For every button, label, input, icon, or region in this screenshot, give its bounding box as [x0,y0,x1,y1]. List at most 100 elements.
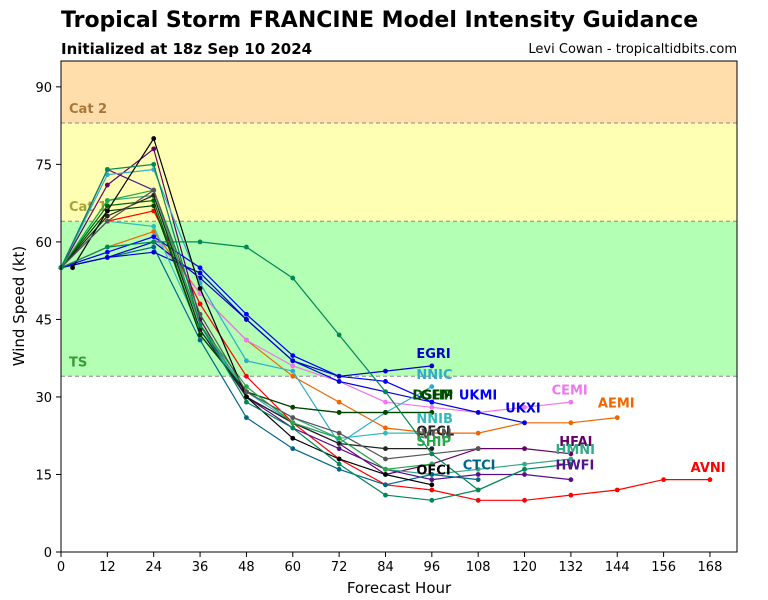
data-point [568,456,574,462]
data-point [568,461,574,467]
data-point [197,332,203,338]
series-line [60,194,571,476]
data-point [475,477,481,483]
series-line [60,168,571,481]
data-point [151,187,157,193]
data-point [383,368,388,374]
data-point [522,466,527,472]
data-point [197,265,203,271]
data-point [336,456,342,462]
data-point [244,373,249,379]
series-ship [58,187,435,472]
x-axis-label: Forecast Hour [347,579,452,597]
data-point [475,410,481,415]
band-label: TS [69,355,87,370]
data-point [429,446,435,452]
x-tick-label: 156 [651,560,676,575]
data-point [336,446,342,452]
x-tick-label: 36 [192,560,209,575]
data-point [568,399,574,405]
model-label-aemi: AEMI [598,396,635,411]
data-point [104,249,110,255]
data-point [104,255,110,260]
data-point [475,466,481,472]
data-point [475,472,481,477]
data-point [244,358,249,364]
data-point [197,239,203,245]
data-point [429,451,435,457]
model-label-hwfi: HWFI [555,458,594,473]
chart-credit: Levi Cowan - tropicaltidbits.com [528,42,737,57]
data-point [336,332,342,338]
data-point [429,363,435,369]
data-point [336,410,342,415]
data-point [429,487,435,493]
data-point [429,472,435,477]
data-point [104,218,110,224]
data-point [290,358,296,364]
data-point [383,466,388,472]
data-point [522,461,527,467]
data-point [383,446,388,452]
data-point [244,399,249,405]
data-point [336,399,342,405]
data-point [104,203,110,209]
x-tick-label: 60 [284,560,301,575]
data-point [707,477,713,483]
model-label-ivcn: IVCN [416,427,451,442]
model-label-hmni: HMNI [555,443,595,458]
data-point [429,384,435,390]
model-label-egri: EGRI [416,347,450,362]
model-label-dshp: DSHP [413,389,454,404]
x-tick-label: 120 [512,560,537,575]
series-ofci [70,136,435,488]
data-point [244,244,249,250]
data-point [475,430,481,436]
data-point [661,477,667,483]
data-point [614,487,620,493]
series-unlabeled-18 [58,239,527,493]
data-point [151,146,157,152]
data-point [336,373,342,379]
data-point [429,497,435,503]
x-tick-label: 12 [99,560,116,575]
data-point [290,425,296,431]
data-point [197,301,203,307]
data-point [336,435,342,441]
data-point [151,239,157,245]
data-point [429,404,435,410]
data-point [244,384,249,390]
model-label-hfai: HFAI [559,435,592,450]
data-point [290,353,296,358]
x-tick-label: 168 [698,560,723,575]
data-point [104,208,110,214]
data-point [383,456,388,462]
data-point [197,322,203,327]
data-point [104,167,110,172]
chart-subtitle: Initialized at 18z Sep 10 2024 [61,40,313,58]
data-point [383,430,388,436]
model-label-cemi: CEMI [552,383,588,398]
data-point [568,492,574,498]
data-point [290,404,296,410]
y-tick-label: 45 [35,313,52,328]
data-point [336,441,342,446]
data-point [151,234,157,240]
model-label-nnib: NNIB [416,412,453,427]
data-point [336,461,342,467]
data-point [151,203,157,209]
y-axis-label: Wind Speed (kt) [10,246,28,367]
model-label-ship: SHIP [416,435,451,450]
chart-title: Tropical Storm FRANCINE Model Intensity … [61,8,699,33]
y-tick-label: 60 [35,236,52,251]
data-point [522,472,527,477]
data-point [244,394,249,400]
plot-frame [60,60,738,553]
y-tick-label: 30 [35,391,52,406]
data-point [383,399,388,405]
data-point [429,430,435,436]
data-point [429,410,435,415]
data-point [429,461,435,467]
data-point [290,420,296,426]
x-tick-label: 24 [145,560,162,575]
